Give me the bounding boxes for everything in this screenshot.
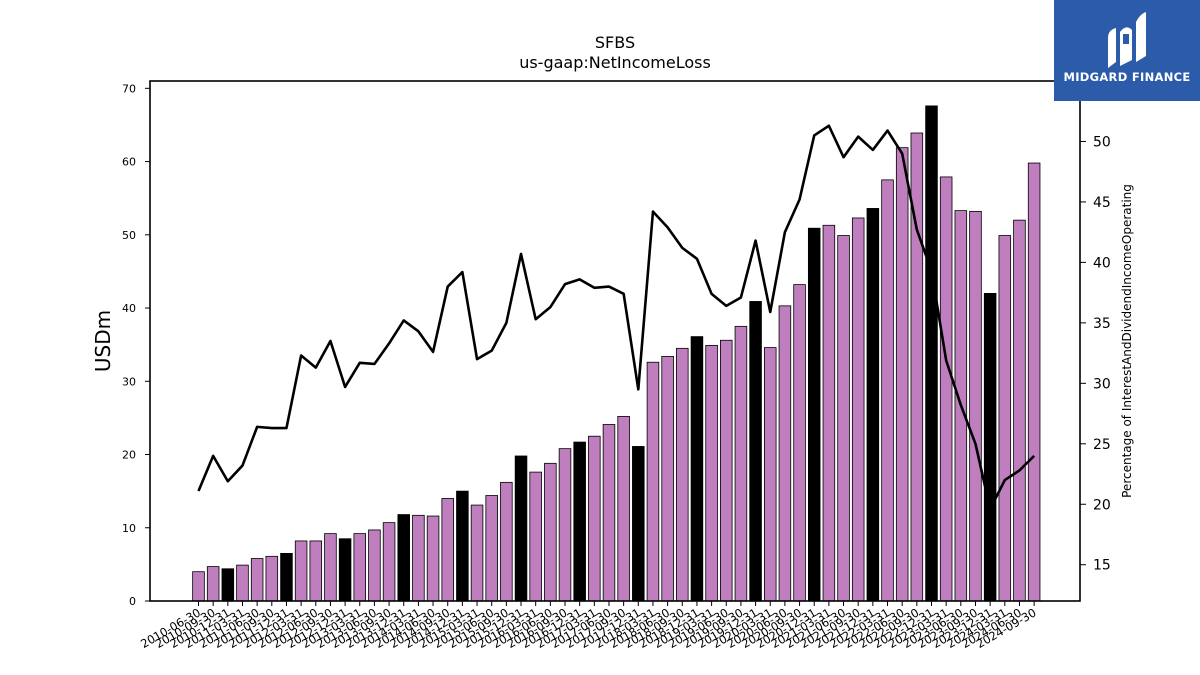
y2-tick-label: 50 [1093, 134, 1111, 150]
bar-2014-03-31 [412, 514, 425, 602]
bar-2013-03-31 [353, 533, 367, 602]
y2-axis-label: Percentage of InterestAndDividendIncomeO… [1120, 184, 1134, 498]
midgard-logo-icon [1108, 12, 1146, 68]
y-axis-label: USDm [91, 310, 115, 372]
bar-2018-03-31 [646, 361, 660, 602]
y-tick-label: 70 [122, 82, 136, 95]
bar-2017-03-31 [588, 435, 601, 602]
bar-2017-12-31 [632, 446, 645, 602]
y-tick-label: 30 [122, 375, 136, 388]
y-tick-label: 60 [122, 156, 136, 169]
bar-2015-03-31 [470, 504, 484, 602]
logo-text: MIDGARD FINANCE [1063, 70, 1191, 84]
ratio-line [197, 124, 1036, 511]
chart-subtitle: us-gaap:NetIncomeLoss [519, 53, 711, 72]
bar-2012-06-30 [309, 540, 323, 602]
bar-2017-09-30 [617, 416, 630, 602]
bar-2011-09-30 [265, 555, 279, 602]
bar-2022-12-31 [925, 105, 938, 602]
bar-2021-03-31 [822, 224, 836, 602]
y2-tick-label: 15 [1093, 558, 1111, 574]
y-tick-label: 0 [129, 595, 136, 608]
bar-2018-09-30 [676, 347, 689, 602]
bars-layer [192, 105, 1041, 602]
bar-2012-12-31 [338, 538, 352, 602]
plot-frame [149, 80, 1081, 602]
bar-2014-06-30 [426, 515, 440, 602]
line-layer [197, 124, 1036, 511]
bar-2020-03-31 [763, 347, 777, 602]
y2-tick-label: 25 [1093, 437, 1111, 453]
y-tick-label: 40 [122, 302, 136, 315]
y2-tick-label: 35 [1093, 316, 1111, 332]
chart-title: SFBS [595, 33, 635, 52]
bar-2018-12-31 [690, 336, 704, 602]
bar-2013-09-30 [382, 522, 396, 602]
bar-2018-06-30 [661, 355, 674, 602]
bar-2021-09-30 [851, 217, 865, 602]
bar-2016-09-30 [558, 448, 572, 602]
bar-2022-03-31 [881, 179, 894, 602]
bar-2012-09-30 [324, 533, 337, 602]
y2-tick-label: 45 [1093, 195, 1111, 211]
bar-2023-03-31 [939, 176, 953, 602]
bar-2021-12-31 [866, 208, 880, 602]
bar-2014-09-30 [441, 498, 454, 602]
bar-2019-06-30 [720, 339, 733, 602]
bar-2010-06-30 [192, 571, 205, 602]
bar-2012-03-31 [294, 540, 308, 602]
bar-2023-09-30 [969, 210, 982, 602]
y-tick-label: 50 [122, 229, 136, 242]
bar-2019-09-30 [734, 325, 748, 602]
bar-2013-12-31 [397, 514, 410, 602]
bar-2017-06-30 [602, 424, 616, 602]
bar-2023-12-31 [983, 292, 997, 602]
bar-2010-09-30 [206, 566, 220, 602]
bar-2020-12-31 [807, 227, 821, 602]
bar-2019-03-31 [705, 344, 718, 602]
bar-2015-09-30 [500, 481, 513, 602]
bar-2024-03-31 [998, 235, 1012, 602]
bar-2016-03-31 [529, 471, 542, 602]
bar-2015-06-30 [485, 495, 498, 602]
y2-tick-label: 40 [1093, 255, 1111, 271]
bar-2024-06-30 [1013, 219, 1026, 602]
bar-2016-06-30 [544, 462, 557, 602]
bar-2013-06-30 [368, 529, 381, 602]
bar-2022-06-30 [895, 147, 909, 602]
y2-tick-label: 30 [1093, 376, 1111, 392]
bar-2020-09-30 [793, 284, 806, 602]
bar-2015-12-31 [514, 455, 528, 602]
bar-2016-12-31 [573, 441, 586, 602]
bar-2011-06-30 [250, 558, 264, 602]
logo-badge: MIDGARD FINANCE [1054, 0, 1200, 101]
bar-2011-03-31 [236, 564, 249, 602]
bar-2020-06-30 [778, 305, 792, 602]
bar-2019-12-31 [749, 301, 762, 602]
bar-2010-12-31 [221, 568, 235, 602]
bar-2011-12-31 [280, 552, 293, 602]
axes-layer: 01020304050607015202530354045502010-06-3… [122, 80, 1111, 651]
bar-2024-09-30 [1027, 162, 1041, 602]
bar-2021-06-30 [837, 235, 850, 602]
y-tick-label: 10 [122, 522, 136, 535]
y2-tick-label: 20 [1093, 497, 1111, 513]
bar-2014-12-31 [456, 490, 469, 602]
y-tick-label: 20 [122, 449, 136, 462]
